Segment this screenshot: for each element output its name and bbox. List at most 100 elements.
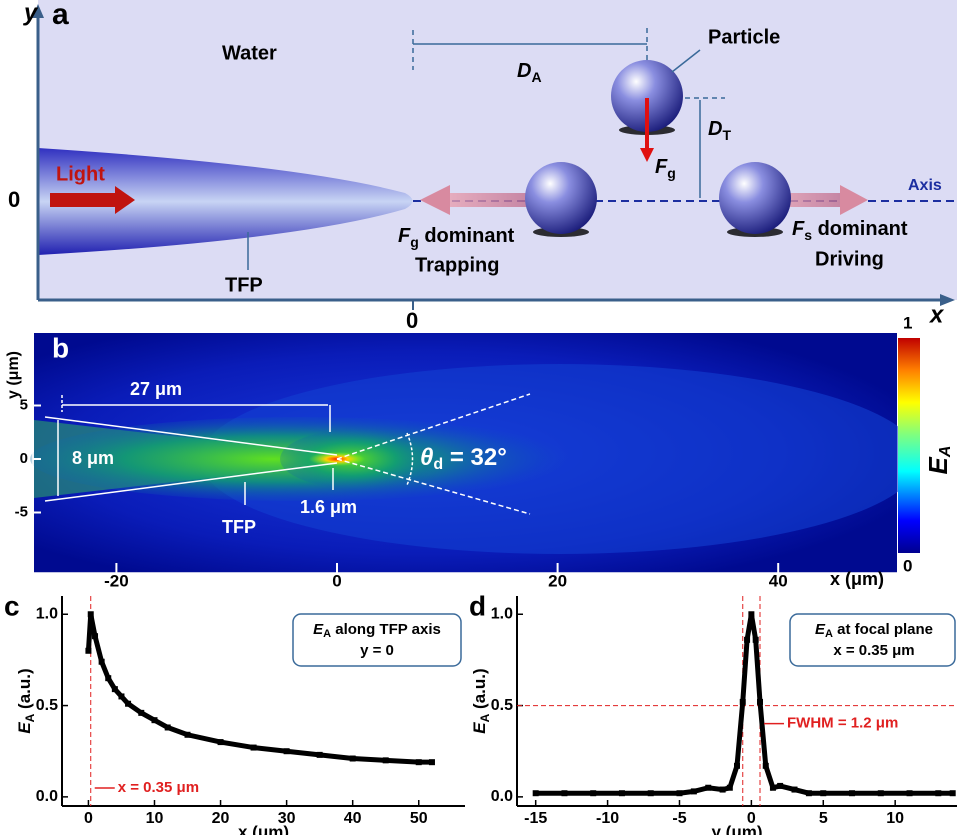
tfp-label: TFP bbox=[225, 274, 263, 296]
x-tick-label: 40 bbox=[769, 571, 788, 590]
data-point bbox=[740, 699, 746, 705]
x-tick-label: 5 bbox=[819, 810, 828, 827]
t: E bbox=[923, 456, 953, 474]
t: = 32° bbox=[443, 444, 507, 471]
colorbar bbox=[898, 338, 920, 553]
data-point bbox=[849, 790, 855, 796]
dim-27: 27 μm bbox=[130, 379, 182, 399]
data-point bbox=[85, 648, 91, 654]
data-point bbox=[676, 790, 682, 796]
x-label: x (μm) bbox=[238, 822, 289, 835]
data-point bbox=[125, 701, 131, 707]
y-label-part: (a.u.) bbox=[470, 668, 489, 713]
data-point bbox=[744, 637, 750, 643]
t: d bbox=[433, 456, 443, 473]
x-tick-label: 40 bbox=[344, 810, 362, 827]
particle bbox=[719, 162, 791, 234]
t: D bbox=[708, 118, 722, 140]
y-axis-label: y bbox=[23, 0, 39, 26]
data-point bbox=[727, 785, 733, 791]
data-point bbox=[907, 790, 913, 796]
x-tick-label: -10 bbox=[596, 810, 619, 827]
x-axis-label: x bbox=[928, 301, 945, 328]
t: F bbox=[792, 218, 805, 240]
data-point bbox=[165, 724, 171, 730]
t: g bbox=[667, 165, 676, 181]
panel-b: b 27 μm 8 μm 1.6 μm TFP θd = 32° y (μm) … bbox=[5, 332, 954, 588]
t: T bbox=[722, 127, 731, 143]
panel-label: d bbox=[469, 590, 486, 621]
y-tick-label: 0.0 bbox=[491, 788, 513, 805]
data-point bbox=[533, 790, 539, 796]
data-point bbox=[935, 790, 941, 796]
tfp-label: TFP bbox=[222, 517, 256, 537]
water-label: Water bbox=[222, 42, 277, 64]
data-point bbox=[691, 788, 697, 794]
colorbar-tick-label: 0 bbox=[903, 556, 912, 575]
y-tick-label: -5 bbox=[15, 503, 28, 520]
data-point bbox=[138, 710, 144, 716]
data-point bbox=[820, 790, 826, 796]
data-point bbox=[92, 633, 98, 639]
y-label: EA (a.u.) bbox=[15, 668, 37, 733]
data-point bbox=[429, 759, 435, 765]
y-label-part: A bbox=[478, 713, 492, 722]
annotation-part: at focal plane bbox=[833, 621, 933, 638]
data-point bbox=[561, 790, 567, 796]
dim-8: 8 μm bbox=[72, 448, 114, 468]
page: y a Water Light TFP Particle DA DT Fg Ax… bbox=[0, 0, 957, 835]
annotation-part: A bbox=[825, 628, 833, 640]
data-point bbox=[705, 785, 711, 791]
annotation-part: along TFP axis bbox=[331, 621, 441, 638]
data-point bbox=[792, 787, 798, 793]
data-point bbox=[151, 717, 157, 723]
data-point bbox=[720, 787, 726, 793]
annotation: x = 0.35 μm bbox=[833, 642, 914, 659]
data-point bbox=[648, 790, 654, 796]
t: s bbox=[804, 227, 812, 243]
y-label-part: (a.u.) bbox=[15, 668, 34, 713]
annotation: x = 0.35 μm bbox=[118, 779, 199, 796]
data-point bbox=[416, 759, 422, 765]
y-label-part: E bbox=[470, 722, 489, 734]
y-tick-label: 0 bbox=[20, 450, 28, 467]
x-tick-label: 20 bbox=[548, 571, 567, 590]
t: dominant bbox=[812, 218, 908, 240]
annotation: FWHM = 1.2 μm bbox=[787, 715, 898, 732]
t: A bbox=[531, 69, 541, 85]
zero-x: 0 bbox=[406, 308, 418, 333]
data-point bbox=[185, 732, 191, 738]
y-label: y (μm) bbox=[5, 351, 22, 399]
panel-label: c bbox=[4, 590, 20, 621]
trapping-label: Trapping bbox=[415, 254, 499, 276]
light-label: Light bbox=[56, 163, 105, 185]
panel-label: a bbox=[52, 0, 69, 31]
t: F bbox=[655, 156, 668, 178]
data-point bbox=[763, 763, 769, 769]
t: F bbox=[398, 225, 411, 247]
data-point bbox=[383, 757, 389, 763]
x-tick-label: 10 bbox=[146, 810, 164, 827]
data-point bbox=[350, 756, 356, 762]
data-point bbox=[218, 739, 224, 745]
data-point bbox=[806, 790, 812, 796]
trap-arrow bbox=[450, 193, 530, 207]
x-tick-label: -15 bbox=[524, 810, 547, 827]
data-point bbox=[118, 693, 124, 699]
y-tick-label: 1.0 bbox=[491, 605, 513, 622]
x-tick-label: 50 bbox=[410, 810, 428, 827]
y-label: EA (a.u.) bbox=[470, 668, 492, 733]
particle bbox=[525, 162, 597, 234]
x-tick-label: 10 bbox=[886, 810, 904, 827]
y-label-part: E bbox=[15, 722, 34, 734]
data-point bbox=[317, 752, 323, 758]
colorbar-tick-label: 1 bbox=[903, 313, 912, 332]
data-point bbox=[734, 763, 740, 769]
data-point bbox=[777, 783, 783, 789]
data-point bbox=[878, 790, 884, 796]
data-point bbox=[590, 790, 596, 796]
colorbar-label: EA bbox=[923, 446, 954, 475]
annotation: EA at focal plane bbox=[815, 621, 933, 640]
data-point bbox=[88, 611, 94, 617]
y-tick-label: 0.5 bbox=[36, 697, 58, 714]
